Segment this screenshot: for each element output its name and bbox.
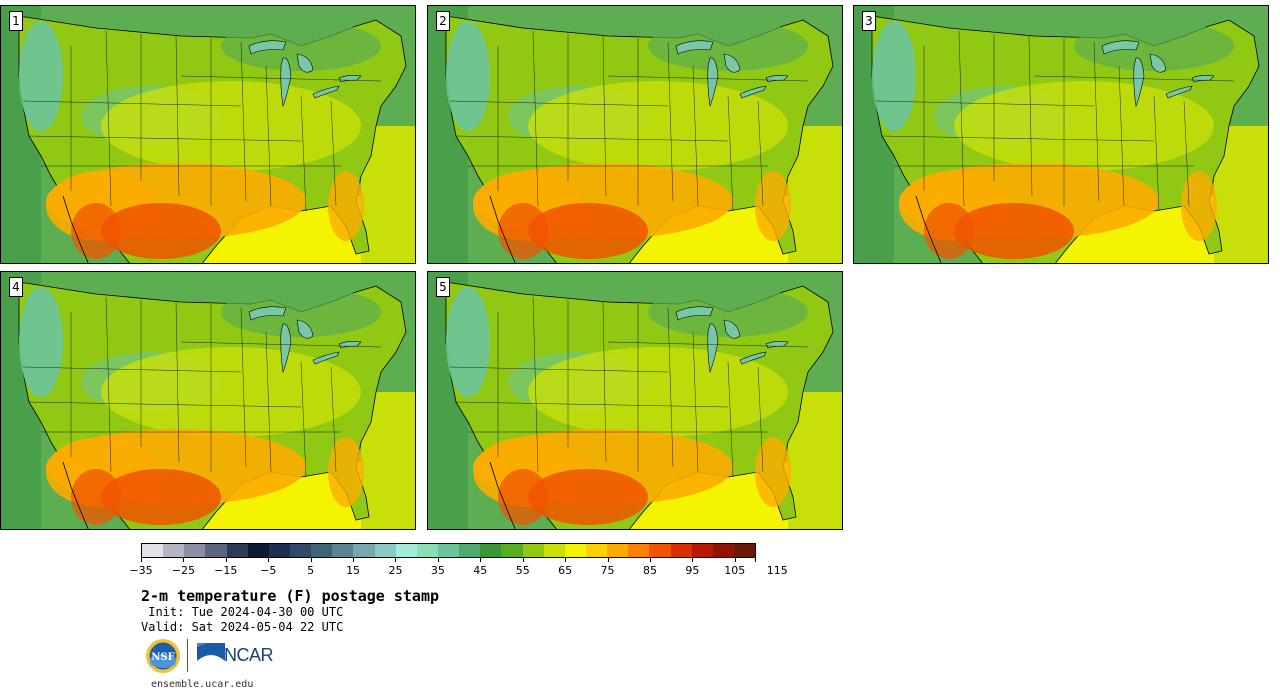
colorbar-tick: [565, 558, 567, 562]
colorbar-segment: [733, 544, 756, 557]
colorbar-tick: [734, 558, 736, 562]
colorbar-segment: [353, 544, 375, 557]
colorbar-segment: [268, 544, 290, 557]
ensemble-member-panel-4: 4: [0, 271, 416, 530]
colorbar-segment: [184, 544, 206, 557]
temperature-map-3: [854, 6, 1268, 263]
logo-divider: [187, 639, 188, 672]
member-label-5: 5: [436, 277, 450, 297]
ensemble-member-panel-5: 5: [427, 271, 843, 530]
member-label-3: 3: [862, 11, 876, 31]
colorbar-segment: [205, 544, 227, 557]
colorbar-segment: [437, 544, 460, 557]
colorbar-segment: [691, 544, 713, 557]
colorbar-tick-label: 75: [600, 564, 615, 577]
member-label-1: 1: [9, 11, 23, 31]
logo-group: NSF NCAR: [145, 637, 275, 675]
colorbar-segment: [564, 544, 586, 557]
colorbar-tick: [225, 558, 227, 562]
colorbar-tick: [649, 558, 651, 562]
colorbar-tick: [310, 558, 312, 562]
ensemble-member-panel-2: 2: [427, 5, 843, 264]
colorbar-segment: [142, 544, 164, 557]
colorbar-tick: [692, 558, 694, 562]
init-time: Init: Tue 2024-04-30 00 UTC: [141, 605, 344, 619]
colorbar-tick: [480, 558, 482, 562]
colorbar-tick-label: 35: [430, 564, 445, 577]
ensemble-member-panel-3: 3: [853, 5, 1269, 264]
colorbar-segment: [649, 544, 671, 557]
ncar-wordmark: NCAR: [224, 645, 274, 665]
colorbar-tick-label: 85: [642, 564, 657, 577]
colorbar-segment: [289, 544, 312, 557]
ensemble-member-panel-1: 1: [0, 5, 416, 264]
colorbar-segment: [670, 544, 692, 557]
nsf-logo-icon: NSF: [146, 639, 180, 673]
colorbar-segment: [628, 544, 650, 557]
temperature-map-1: [1, 6, 415, 263]
colorbar-tick: [395, 558, 397, 562]
colorbar-segment: [163, 544, 185, 557]
colorbar-segment: [480, 544, 502, 557]
ncar-mark-icon: [197, 643, 225, 661]
colorbar-tick-label: 65: [558, 564, 573, 577]
temperature-map-4: [1, 272, 415, 529]
plot-title: 2-m temperature (F) postage stamp: [141, 587, 440, 605]
colorbar-tick-label: 95: [685, 564, 700, 577]
colorbar-tick-label: 55: [515, 564, 530, 577]
colorbar-tick-label: 105: [724, 564, 746, 577]
colorbar-tick: [522, 558, 524, 562]
colorbar-tick-label: 15: [346, 564, 361, 577]
colorbar-segment: [226, 544, 248, 557]
colorbar-tick-label: 115: [766, 564, 788, 577]
colorbar-segment: [522, 544, 544, 557]
colorbar-tick: [437, 558, 439, 562]
colorbar-segment: [585, 544, 608, 557]
temperature-colorbar: [141, 543, 756, 558]
colorbar-segment: [395, 544, 417, 557]
colorbar-segment: [247, 544, 269, 557]
temperature-map-2: [428, 6, 842, 263]
colorbar-tick-label: −15: [214, 564, 238, 577]
colorbar-tick: [353, 558, 355, 562]
colorbar-tick: [607, 558, 609, 562]
colorbar-segment: [543, 544, 565, 557]
site-url: ensemble.ucar.edu: [151, 679, 254, 690]
colorbar-segment: [459, 544, 481, 557]
temperature-map-5: [428, 272, 842, 529]
colorbar-segment: [501, 544, 523, 557]
colorbar-tick: [268, 558, 270, 562]
colorbar-tick-label: −35: [129, 564, 153, 577]
colorbar-tick-label: −25: [171, 564, 196, 577]
colorbar-tick: [141, 558, 142, 562]
colorbar-tick-label: 5: [307, 564, 315, 577]
valid-time: Valid: Sat 2024-05-04 22 UTC: [141, 620, 344, 634]
member-label-4: 4: [9, 277, 23, 297]
colorbar-tick-label: −5: [260, 564, 277, 577]
member-label-2: 2: [436, 11, 450, 31]
svg-text:NSF: NSF: [151, 652, 174, 663]
colorbar-segment: [311, 544, 333, 557]
colorbar-tick: [755, 558, 756, 562]
colorbar-segment: [607, 544, 629, 557]
colorbar-segment: [332, 544, 354, 557]
colorbar-tick-label: 45: [473, 564, 488, 577]
colorbar-segment: [374, 544, 396, 557]
colorbar-tick-label: 25: [388, 564, 403, 577]
colorbar-ticks: −35 −25 −15 −5 5 15 25 35 45 55 65 75 85 95 105 115: [129, 558, 788, 578]
colorbar-segment: [416, 544, 438, 557]
colorbar-segment: [712, 544, 734, 557]
colorbar-tick: [183, 558, 185, 562]
